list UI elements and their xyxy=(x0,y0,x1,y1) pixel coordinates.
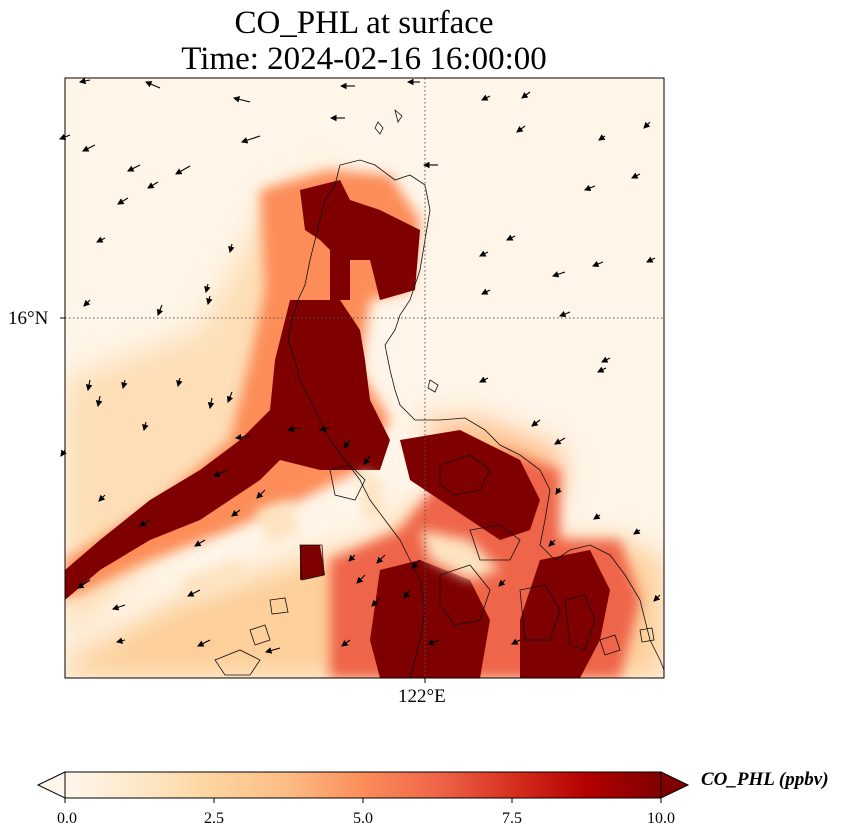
colorbar-extend-min xyxy=(36,771,66,799)
wind-vector xyxy=(256,489,266,499)
wind-vector xyxy=(633,528,641,535)
wind-vector xyxy=(363,455,371,465)
wind-vector xyxy=(597,366,607,373)
wind-vector xyxy=(506,234,516,241)
wind-vector xyxy=(411,559,421,569)
map-title-line2: Time: 2024-02-16 16:00:00 xyxy=(181,41,547,77)
colorbar-extend-max xyxy=(660,771,690,799)
wind-vector xyxy=(147,181,159,189)
wind-vector xyxy=(403,589,411,599)
gridlines xyxy=(65,78,664,678)
wind-vector xyxy=(583,184,596,192)
co-concentration-field xyxy=(65,78,664,678)
wind-vector xyxy=(240,135,261,144)
wind-vector xyxy=(231,509,241,517)
colorbar-tick-1: 2.5 xyxy=(204,810,224,827)
wind-vector xyxy=(60,449,67,457)
wind-vector xyxy=(598,134,606,141)
wind-vector xyxy=(156,304,164,317)
wind-vector xyxy=(234,433,251,441)
wind-vector xyxy=(371,597,381,607)
wind-vector xyxy=(197,639,211,647)
wind-vector xyxy=(531,419,541,427)
wind-vector xyxy=(548,539,556,547)
wind-vector xyxy=(558,310,571,318)
wind-vector xyxy=(77,579,91,589)
wind-vector xyxy=(127,164,141,172)
wind-vector xyxy=(511,638,521,645)
wind-vector xyxy=(142,421,149,432)
wind-vector xyxy=(286,425,301,433)
wind-vector xyxy=(318,425,331,433)
map-frame xyxy=(64,77,665,679)
wind-vector xyxy=(631,172,641,179)
wind-vector xyxy=(426,639,441,646)
wind-vector xyxy=(591,260,604,268)
wind-vector xyxy=(376,554,386,564)
wind-vector xyxy=(207,397,215,410)
wind-vector xyxy=(521,91,531,99)
colorbar-label: CO_PHL (ppbv) xyxy=(701,769,829,790)
wind-vector xyxy=(498,579,506,587)
wind-vector xyxy=(206,295,213,306)
wind-vector xyxy=(646,256,656,263)
wind-vector xyxy=(356,574,366,584)
wind-vector xyxy=(343,439,351,449)
wind-vector xyxy=(194,539,206,547)
wind-vector xyxy=(228,243,235,254)
longitude-label: 122°E xyxy=(398,686,446,707)
colorbar-tick-2: 5.0 xyxy=(353,810,373,827)
wind-vector xyxy=(479,250,489,257)
wind-vector xyxy=(98,494,106,502)
wind-vector xyxy=(78,77,91,85)
wind-vector xyxy=(481,288,491,295)
colorbar-tick-3: 7.5 xyxy=(502,810,522,827)
wind-vector xyxy=(653,594,661,602)
colorbar xyxy=(36,317,690,803)
wind-vector xyxy=(115,637,126,644)
wind-vector xyxy=(348,554,356,562)
wind-vector xyxy=(111,604,126,611)
colorbar-gradient xyxy=(65,772,661,798)
wind-vector xyxy=(212,469,229,477)
wind-vector xyxy=(341,639,351,647)
wind-vector xyxy=(232,96,251,103)
wind-vector xyxy=(121,379,128,390)
wind-vector xyxy=(117,197,129,205)
wind-vector xyxy=(204,283,211,294)
wind-vector xyxy=(85,379,93,392)
wind-vectors xyxy=(58,77,661,654)
colorbar-tick-4: 10.0 xyxy=(647,810,675,827)
colorbar-tick-0: 0.0 xyxy=(57,810,77,827)
wind-vector xyxy=(479,376,489,383)
wind-vector xyxy=(139,519,151,527)
wind-vector xyxy=(226,391,234,404)
wind-vector xyxy=(187,589,201,597)
wind-vector xyxy=(95,395,103,408)
coastlines xyxy=(214,108,664,678)
wind-vector xyxy=(264,647,281,654)
wind-vector xyxy=(144,81,161,89)
wind-vector xyxy=(96,236,106,243)
wind-vector xyxy=(82,144,96,152)
wind-vector xyxy=(601,356,611,363)
wind-vector xyxy=(516,125,526,133)
wind-vector xyxy=(175,165,191,175)
wind-vector xyxy=(551,271,566,278)
wind-vector xyxy=(176,377,183,388)
wind-vector xyxy=(555,487,562,495)
wind-vector xyxy=(593,513,601,520)
wind-vector xyxy=(83,299,91,307)
latitude-label: 16°N xyxy=(8,308,49,329)
wind-vector xyxy=(643,121,651,129)
wind-vector xyxy=(481,94,491,101)
wind-vector xyxy=(554,437,566,445)
map-title-line1: CO_PHL at surface xyxy=(234,5,494,41)
